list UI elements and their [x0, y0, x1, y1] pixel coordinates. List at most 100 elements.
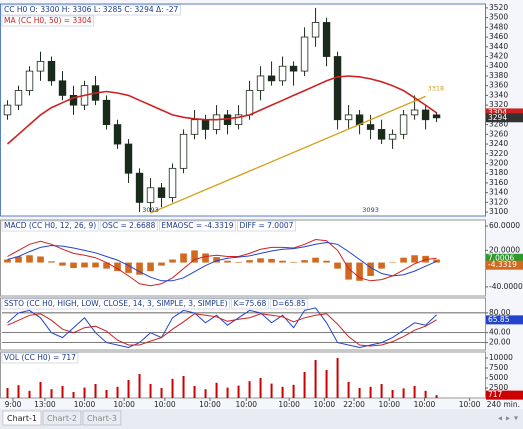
- x-tick-label: 10:00: [378, 400, 400, 409]
- tab-label[interactable]: Chart-1: [7, 414, 37, 423]
- tab-bar: [0, 409, 523, 429]
- y-tick-label: 3200: [489, 158, 508, 167]
- volume-bar: [72, 392, 75, 398]
- candle-body: [201, 119, 210, 130]
- y-tick-label: 3360: [489, 81, 508, 90]
- header-label: OSC = 2.6688: [102, 221, 155, 230]
- candle-body: [102, 99, 111, 125]
- candle-body: [124, 143, 133, 174]
- x-tick-label: 10:00: [113, 400, 135, 409]
- volume-bar: [380, 384, 383, 398]
- tab-label[interactable]: Chart-2: [47, 414, 77, 423]
- x-tick-label: 13:00: [34, 400, 56, 409]
- last-value-label: 3294: [488, 113, 507, 122]
- candle-body: [3, 104, 12, 116]
- y-tick-label: 3320: [489, 100, 508, 109]
- y-tick-label: 3380: [489, 71, 508, 80]
- last-value-label: -4.3319: [488, 260, 517, 269]
- panel-header: D=65.85: [269, 298, 309, 310]
- candle-body: [36, 60, 45, 72]
- volume-bar: [336, 358, 339, 398]
- stochastic-line: [7, 307, 437, 349]
- volume-bar: [303, 372, 306, 398]
- interval-label: 240 min.: [487, 400, 520, 409]
- trendline-label: 3318: [428, 84, 445, 92]
- candle-body: [146, 187, 155, 203]
- y-tick-label: 3220: [489, 149, 508, 158]
- candle-body: [377, 129, 386, 140]
- last-value-box: [486, 113, 523, 123]
- macd-histogram-bar: [158, 262, 165, 266]
- volume-bar: [358, 388, 361, 398]
- volume-bar: [83, 387, 86, 398]
- candle-body: [432, 114, 441, 119]
- chart-tab[interactable]: Chart-3: [82, 410, 122, 426]
- macd-histogram-bar: [367, 262, 374, 276]
- macd-histogram-bar: [411, 255, 418, 263]
- volume-bar: [105, 390, 108, 398]
- scroll-right[interactable]: ▸: [506, 414, 510, 423]
- last-value-label: 7.0006: [488, 253, 514, 262]
- panel: [0, 3, 486, 217]
- macd-histogram-bar: [279, 260, 286, 263]
- volume-bar: [28, 390, 31, 398]
- menu-arrow[interactable]: ▾: [514, 414, 518, 423]
- y-tick-label: 3340: [489, 90, 508, 99]
- macd-histogram-bar: [312, 257, 319, 263]
- panel: [0, 351, 486, 399]
- header-label: K=75.68: [234, 299, 267, 308]
- candle-body: [190, 119, 199, 135]
- header-box: [99, 220, 158, 232]
- ma-line: [6, 75, 438, 145]
- macd-histogram-bar: [103, 262, 110, 269]
- macd-histogram-bar: [433, 259, 440, 263]
- macd-histogram-bar: [246, 260, 253, 263]
- price-annotation: 3093: [142, 206, 159, 214]
- chart-tab[interactable]: Chart-1: [2, 410, 42, 426]
- volume-bar: [391, 390, 394, 398]
- candle-body: [168, 167, 177, 198]
- header-box: [1, 15, 94, 27]
- trendline: [150, 95, 426, 214]
- header-box: [1, 220, 99, 232]
- y-tick-label: 5000: [489, 373, 508, 382]
- scroll-left[interactable]: ◂: [498, 414, 502, 423]
- volume-bar: [94, 384, 97, 398]
- last-value-label: 65.85: [488, 315, 510, 324]
- panel-header: VOL (CC H0) = 717: [1, 352, 79, 364]
- candle-body: [157, 187, 166, 198]
- candle-body: [410, 109, 419, 116]
- y-tick-label: 7500: [489, 363, 508, 372]
- x-tick-label: 10:00: [459, 400, 481, 409]
- macd-histogram-bar: [136, 262, 143, 275]
- y-tick-label: 20.0000: [489, 245, 520, 254]
- macd-histogram-bar: [290, 261, 297, 263]
- y-tick-label: 20.00: [489, 338, 511, 347]
- header-label: MACD (CC H0, 12, 26, 9): [4, 221, 96, 230]
- candle-body: [322, 22, 331, 57]
- candle-body: [69, 95, 78, 106]
- macd-histogram-bar: [59, 262, 66, 266]
- candle-body: [289, 65, 298, 72]
- candle-body: [333, 56, 342, 121]
- candle-body: [14, 90, 23, 106]
- chart-tab[interactable]: Chart-2: [42, 410, 82, 426]
- y-tick-label: 3480: [489, 22, 508, 31]
- header-label: VOL (CC H0) = 717: [4, 353, 76, 362]
- candle-body: [47, 60, 56, 82]
- header-box: [269, 298, 309, 310]
- y-tick-label: 10000: [489, 353, 513, 362]
- panel-header: OSC = 2.6688: [99, 220, 158, 232]
- last-value-box: [486, 315, 523, 325]
- y-tick-label: 40.00: [489, 328, 511, 337]
- volume-bar: [369, 386, 372, 398]
- macd-histogram-bar: [15, 256, 22, 263]
- tab-label[interactable]: Chart-3: [87, 414, 117, 423]
- x-tick-label: 10:00: [154, 400, 176, 409]
- volume-bar: [39, 382, 42, 398]
- macd-line: [7, 241, 437, 282]
- volume-bar: [6, 388, 9, 398]
- candle-body: [300, 36, 309, 72]
- header-label: D=65.85: [272, 299, 306, 308]
